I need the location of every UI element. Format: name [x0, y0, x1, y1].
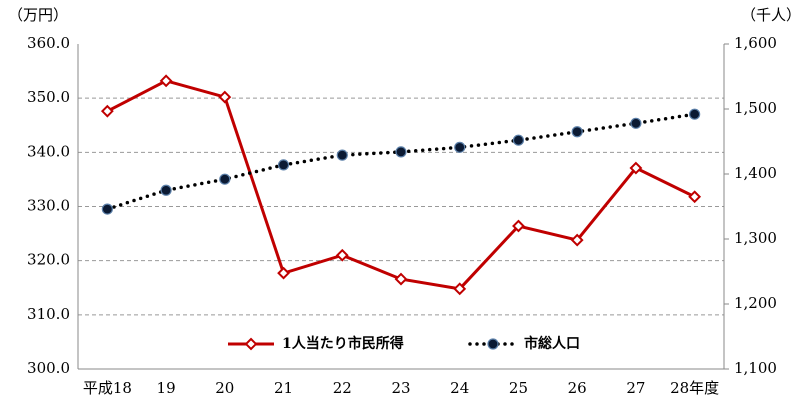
- x-tick-label: 23: [391, 379, 410, 397]
- y-tick-label: 330.0: [27, 197, 70, 215]
- y2-unit-label: （千人）: [741, 6, 801, 24]
- x-tick-label: 21: [274, 379, 293, 397]
- point: [336, 149, 348, 161]
- x-tick-label: 25: [509, 379, 528, 397]
- point: [688, 190, 702, 204]
- y-unit-label: （万円）: [8, 6, 68, 24]
- point: [394, 272, 408, 286]
- y2-tick-label: 1,300: [734, 229, 777, 247]
- x-tick-label: 26: [568, 379, 587, 397]
- point: [453, 282, 467, 296]
- x-tick-label: 24: [450, 379, 469, 397]
- point: [454, 141, 466, 153]
- legend-label: 市総人口: [524, 335, 580, 352]
- x-tick-label: 28年度: [670, 379, 719, 397]
- y2-tick-label: 1,500: [734, 99, 777, 117]
- point: [277, 159, 290, 171]
- point: [219, 173, 231, 185]
- point: [277, 266, 290, 280]
- y2-tick-label: 1,200: [734, 294, 777, 312]
- x-tick-label: 27: [626, 379, 645, 397]
- point: [512, 219, 525, 233]
- x-tick-label: 20: [215, 379, 234, 397]
- legend-marker: [487, 338, 499, 350]
- x-tick-label: 19: [157, 379, 176, 397]
- point: [335, 248, 349, 262]
- x-tick-label: 22: [333, 379, 352, 397]
- y-tick-label: 300.0: [27, 359, 70, 377]
- point: [630, 117, 642, 129]
- x-tick-label: 平成18: [83, 379, 132, 397]
- y-tick-label: 340.0: [27, 142, 70, 160]
- point: [160, 184, 172, 196]
- point: [100, 104, 114, 118]
- point: [571, 126, 583, 138]
- y-tick-label: 310.0: [27, 305, 70, 323]
- point: [689, 108, 701, 120]
- y-tick-label: 350.0: [27, 88, 70, 106]
- point: [218, 90, 232, 104]
- point: [570, 233, 584, 247]
- point: [629, 161, 643, 175]
- y2-tick-label: 1,100: [734, 359, 777, 377]
- series-line: [105, 112, 697, 211]
- point: [395, 146, 407, 158]
- point: [101, 203, 113, 215]
- legend-marker: [244, 337, 258, 351]
- point: [512, 134, 525, 146]
- y-tick-label: 360.0: [27, 34, 70, 52]
- point: [159, 74, 173, 88]
- y-tick-label: 320.0: [27, 251, 70, 269]
- y2-tick-label: 1,400: [734, 164, 777, 182]
- y2-tick-label: 1,600: [734, 34, 777, 52]
- legend-label: 1人当たり市民所得: [282, 335, 404, 352]
